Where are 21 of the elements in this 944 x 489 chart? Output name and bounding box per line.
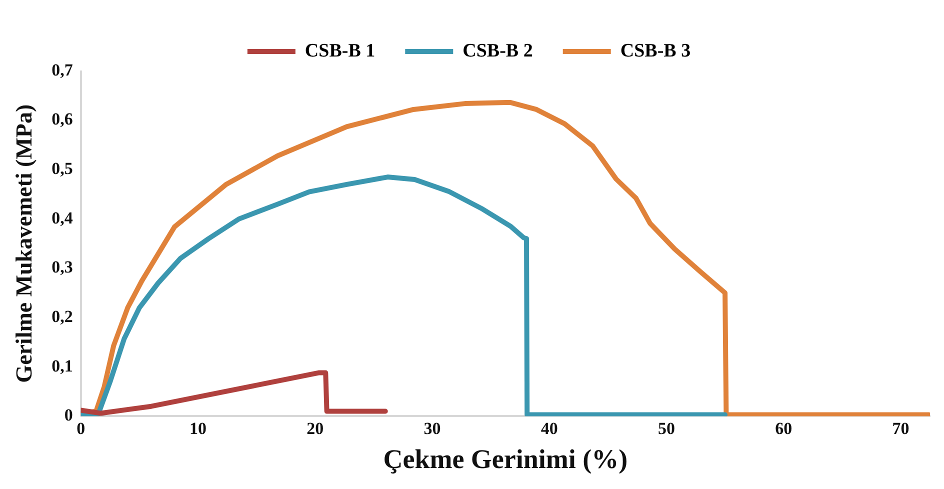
y-tick-label: 0,7 [52, 60, 74, 80]
x-tick-label: 70 [892, 418, 910, 438]
y-tick-label: 0,2 [52, 306, 73, 326]
legend-label: CSB-B 3 [620, 40, 691, 62]
x-tick-label: 10 [189, 418, 206, 438]
y-tick-label: 0 [64, 406, 73, 425]
x-axis-title: Çekme Gerinimi (%) [383, 444, 628, 474]
y-tick-label: 0,5 [52, 159, 73, 178]
y-axis-title: Gerilme Mukavemeti (MPa) [12, 104, 37, 383]
x-tick-label: 40 [540, 418, 558, 438]
x-tick-label: 50 [658, 418, 675, 438]
y-tick-label: 0,1 [52, 356, 73, 376]
y-tick-label: 0,4 [52, 208, 74, 228]
y-tick-label: 0,3 [52, 258, 73, 277]
legend-label: CSB-B 2 [462, 40, 533, 62]
x-tick-label: 60 [775, 418, 792, 438]
y-tick-label: 0,6 [52, 110, 73, 129]
legend-label: CSB-B 1 [304, 40, 376, 62]
x-tick-label: 30 [424, 418, 441, 438]
x-tick-label: 20 [306, 418, 324, 438]
x-tick-label: 0 [76, 418, 86, 438]
